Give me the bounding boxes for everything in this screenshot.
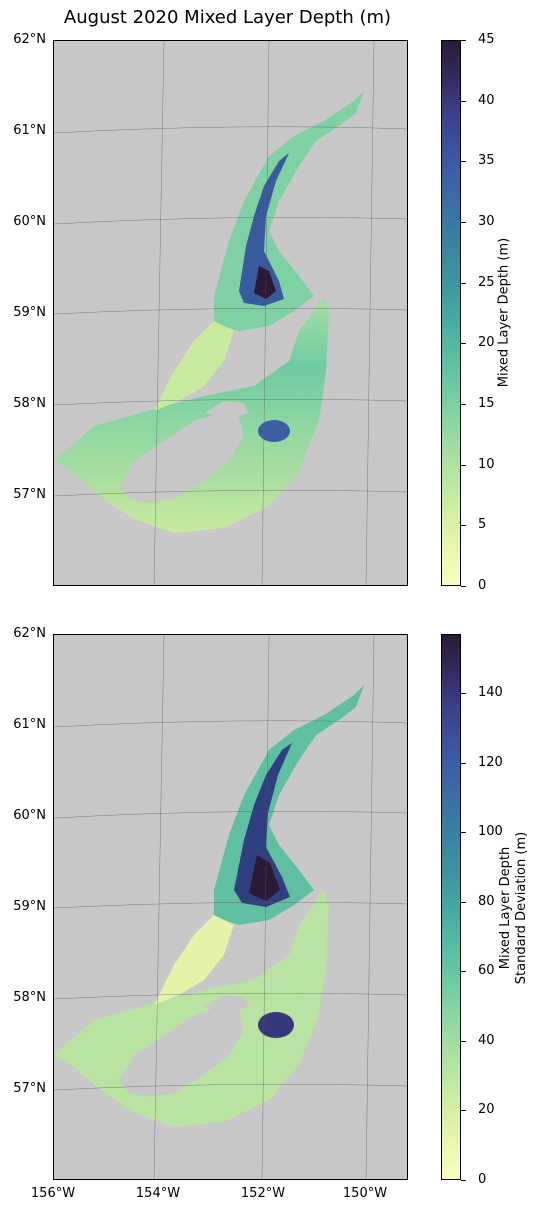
- west-shelf: [154, 915, 234, 1005]
- colorbar-label-top: Mixed Layer Depth (m): [496, 237, 512, 388]
- colorbar-tick-mark: [461, 832, 466, 834]
- colorbar-top: [441, 40, 461, 586]
- lat-label-59-top: 59°N: [13, 305, 46, 320]
- lat-label-62-bottom: 62°N: [13, 626, 46, 641]
- colorbar-tick-mark: [461, 404, 466, 405]
- graticule-bottom: [54, 635, 407, 1179]
- inlet-deep: [239, 153, 289, 306]
- colorbar-tick-mark: [461, 901, 466, 903]
- colorbar-tick-label: 20: [478, 335, 495, 351]
- lon-label-152: 152°W: [240, 1186, 286, 1201]
- colorbar-tick-label: 140: [478, 685, 503, 701]
- colorbar-tick-mark: [461, 586, 466, 587]
- afognak-island: [204, 401, 249, 419]
- colorbar-tick-mark: [461, 100, 466, 102]
- colorbar-bottom: [441, 634, 461, 1180]
- colorbar-tick-mark: [461, 1180, 466, 1181]
- colorbar-tick-mark: [461, 1110, 466, 1112]
- colorbar-label-bottom: Mixed Layer Depth Standard Deviation (m): [498, 818, 530, 998]
- colorbar-tick-label: 10: [478, 456, 495, 472]
- colorbar-tick-mark: [461, 525, 466, 527]
- map-svg-bottom: [54, 635, 407, 1179]
- colorbar-tick-mark: [461, 1040, 466, 1042]
- colorbar-tick-mark: [461, 40, 466, 41]
- map-panel-top: [53, 40, 408, 586]
- lat-label-62-top: 62°N: [13, 32, 46, 47]
- colorbar-tick-label: 40: [478, 1032, 495, 1048]
- lat-label-61-top: 61°N: [13, 123, 46, 138]
- inlet-deepest: [254, 266, 276, 299]
- eddy-feature: [258, 1012, 294, 1038]
- colorbar-tick-label: 60: [478, 963, 495, 979]
- colorbar-tick-label: 25: [478, 274, 495, 290]
- colorbar-tick-mark: [461, 222, 466, 223]
- colorbar-tick-mark: [461, 464, 466, 466]
- colorbar-label-bottom-line1: Mixed Layer Depth: [498, 846, 513, 970]
- graticule-top: [54, 41, 407, 585]
- colorbar-tick-label: 35: [478, 153, 495, 169]
- colorbar-tick-label: 30: [478, 214, 495, 229]
- colorbar-tick-label: 15: [478, 396, 495, 411]
- lat-label-58-bottom: 58°N: [13, 990, 46, 1005]
- lon-label-150: 150°W: [342, 1186, 388, 1201]
- colorbar-tick-label: 100: [478, 824, 503, 840]
- colorbar-tick-label: 0: [478, 578, 487, 593]
- colorbar-tick-mark: [461, 693, 466, 695]
- map-panel-bottom: [53, 634, 408, 1180]
- colorbar-tick-mark: [461, 161, 466, 163]
- afognak-island: [204, 995, 249, 1013]
- lat-label-57-top: 57°N: [13, 487, 46, 502]
- trinity-islands: [116, 1132, 162, 1147]
- lat-label-59-bottom: 59°N: [13, 899, 46, 914]
- colorbar-tick-label: 40: [478, 92, 495, 108]
- eddy-feature: [258, 420, 290, 442]
- figure-title: August 2020 Mixed Layer Depth (m): [63, 7, 392, 28]
- colorbar-tick-mark: [461, 343, 466, 345]
- map-svg-top: [54, 41, 407, 585]
- kodiak-island: [119, 413, 244, 503]
- colorbar-tick-label: 120: [478, 754, 503, 770]
- ocean-domain: [54, 296, 329, 533]
- colorbar-tick-mark: [461, 282, 466, 284]
- ocean-domain: [54, 890, 329, 1127]
- colorbar-tick-label: 0: [478, 1172, 487, 1187]
- inlet-deep: [234, 743, 292, 907]
- kodiak-island: [119, 1007, 244, 1097]
- lat-label-60-top: 60°N: [13, 214, 46, 229]
- colorbar-tick-mark: [461, 762, 466, 764]
- colorbar-tick-label: 45: [478, 32, 495, 47]
- lon-label-154: 154°W: [135, 1186, 181, 1201]
- colorbar-tick-label: 5: [478, 517, 487, 533]
- colorbar-tick-mark: [461, 971, 466, 973]
- west-shelf: [154, 321, 234, 411]
- lat-label-61-bottom: 61°N: [13, 717, 46, 732]
- colorbar-label-bottom-line2: Standard Deviation (m): [514, 831, 529, 985]
- lat-label-57-bottom: 57°N: [13, 1081, 46, 1096]
- inlet-deepest: [249, 855, 280, 901]
- lon-label-156: 156°W: [30, 1186, 76, 1201]
- lat-label-58-top: 58°N: [13, 396, 46, 411]
- lat-label-60-bottom: 60°N: [13, 808, 46, 823]
- trinity-islands: [116, 538, 162, 553]
- colorbar-tick-label: 80: [478, 893, 495, 909]
- colorbar-tick-label: 20: [478, 1102, 495, 1118]
